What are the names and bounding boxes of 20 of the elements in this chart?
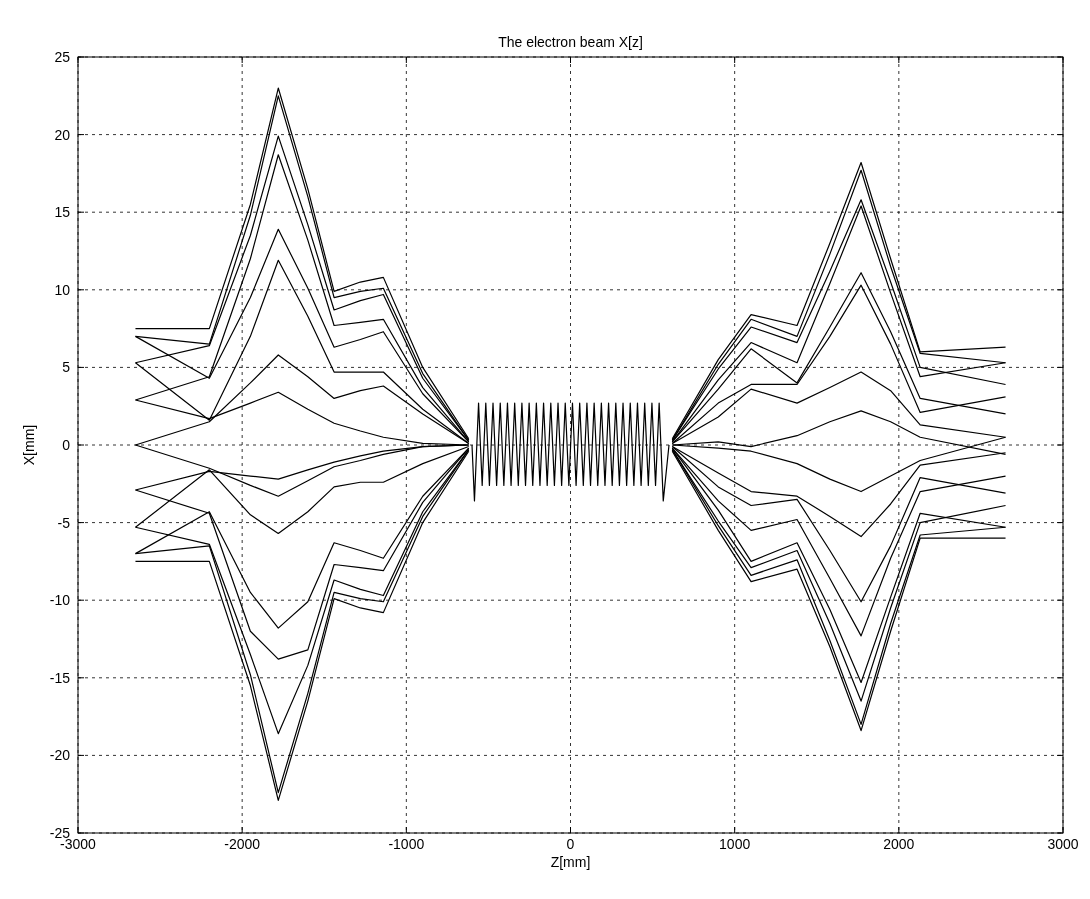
y-tick-label: 5 <box>62 359 71 376</box>
chart-title: The electron beam X[z] <box>498 34 643 50</box>
y-tick-label: -10 <box>49 592 71 609</box>
x-tick-label: -2000 <box>224 836 261 852</box>
x-tick-label: -1000 <box>388 836 425 852</box>
x-axis-title: Z[mm] <box>550 854 591 870</box>
x-tick-label: 2000 <box>883 836 915 852</box>
y-tick-label: 25 <box>54 48 71 65</box>
y-tick-label: -15 <box>49 669 71 686</box>
y-tick-label: 15 <box>54 204 71 221</box>
y-tick-label: -20 <box>49 747 71 764</box>
x-tick-label: 3000 <box>1047 836 1079 852</box>
y-tick-label: -5 <box>57 514 71 531</box>
y-axis-title: X[mm] <box>21 424 37 466</box>
x-tick-label: 1000 <box>719 836 751 852</box>
y-tick-label: 0 <box>62 436 71 453</box>
y-tick-label: -25 <box>49 824 71 841</box>
y-tick-label: 10 <box>54 281 71 298</box>
y-tick-label: 20 <box>54 126 71 143</box>
x-tick-label: 0 <box>566 836 575 852</box>
